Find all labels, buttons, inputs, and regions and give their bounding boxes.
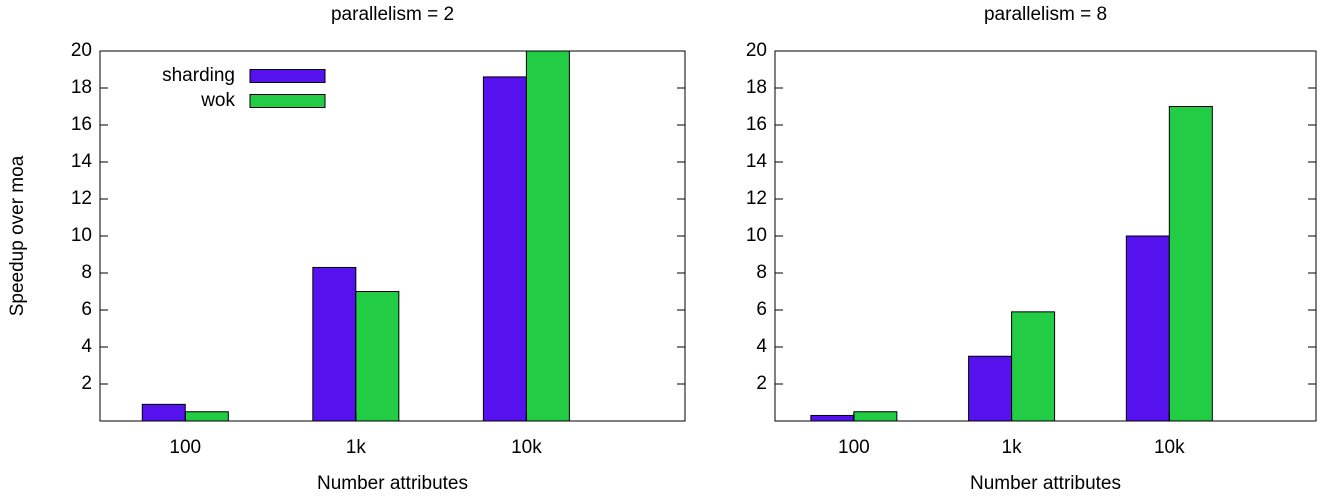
legend-label: wok bbox=[200, 90, 235, 111]
y-tick-label: 8 bbox=[756, 262, 767, 283]
legend-swatch bbox=[249, 94, 326, 108]
y-tick-label: 6 bbox=[81, 299, 92, 320]
y-tick-label: 2 bbox=[81, 373, 92, 394]
y-tick-label: 2 bbox=[756, 373, 767, 394]
bar bbox=[853, 411, 898, 422]
bar bbox=[968, 355, 1013, 422]
bar bbox=[184, 411, 229, 422]
bar bbox=[1011, 311, 1056, 422]
y-tick-label: 14 bbox=[71, 151, 93, 172]
x-tick-label: 100 bbox=[838, 437, 870, 458]
bar bbox=[312, 266, 357, 422]
x-axis-label: Number attributes bbox=[317, 473, 468, 494]
y-tick-label: 8 bbox=[81, 262, 92, 283]
bar bbox=[1125, 235, 1170, 422]
x-tick-label: 1k bbox=[346, 437, 367, 458]
x-tick-label: 10k bbox=[511, 437, 542, 458]
y-tick-label: 12 bbox=[746, 188, 767, 209]
chart-title: parallelism = 8 bbox=[984, 4, 1107, 25]
y-tick-label: 4 bbox=[756, 336, 767, 357]
y-tick-label: 16 bbox=[71, 114, 92, 135]
y-tick-label: 14 bbox=[746, 151, 768, 172]
bar bbox=[355, 291, 400, 422]
bar bbox=[141, 403, 186, 422]
bar bbox=[482, 76, 527, 422]
chart-title: parallelism = 2 bbox=[331, 4, 454, 25]
bar bbox=[525, 50, 570, 422]
x-tick-label: 10k bbox=[1154, 437, 1185, 458]
y-tick-label: 20 bbox=[746, 40, 767, 61]
y-tick-label: 20 bbox=[71, 40, 92, 61]
y-tick-label: 10 bbox=[71, 225, 92, 246]
y-tick-label: 16 bbox=[746, 114, 767, 135]
x-axis-label: Number attributes bbox=[970, 473, 1121, 494]
x-tick-label: 100 bbox=[169, 437, 201, 458]
y-tick-label: 10 bbox=[746, 225, 767, 246]
y-tick-label: 12 bbox=[71, 188, 92, 209]
x-tick-label: 1k bbox=[1002, 437, 1023, 458]
y-axis-label: Speedup over moa bbox=[7, 155, 28, 316]
legend-label: sharding bbox=[162, 65, 235, 86]
y-tick-label: 4 bbox=[81, 336, 92, 357]
y-tick-label: 6 bbox=[756, 299, 767, 320]
y-tick-label: 18 bbox=[746, 77, 767, 98]
legend-swatch bbox=[249, 69, 326, 83]
y-tick-label: 18 bbox=[71, 77, 92, 98]
bar bbox=[1168, 106, 1213, 422]
bar bbox=[810, 414, 855, 422]
